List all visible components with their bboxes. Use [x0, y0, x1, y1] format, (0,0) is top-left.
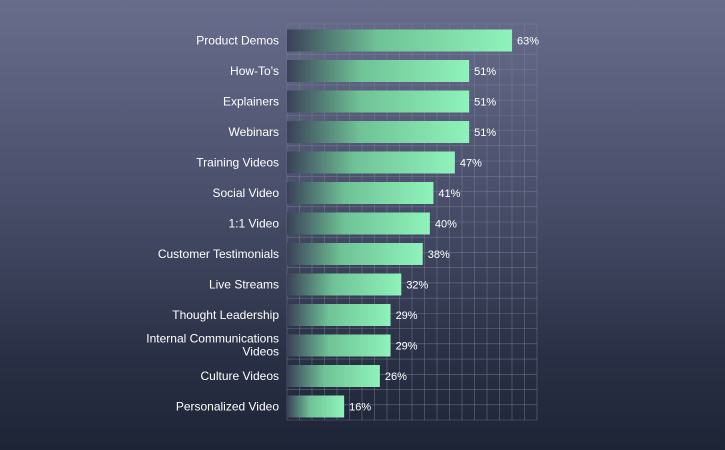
value-label: 29% [396, 341, 418, 353]
value-label: 38% [428, 249, 450, 261]
bar [287, 121, 470, 143]
bar [287, 182, 434, 204]
value-label: 26% [385, 371, 407, 383]
value-label: 32% [406, 280, 428, 292]
bar [287, 365, 380, 387]
category-label: Culture Videos [201, 369, 280, 383]
category-label: Webinars [229, 125, 279, 139]
category-label: Personalized Video [176, 400, 280, 414]
value-label: 51% [474, 127, 496, 139]
bar [287, 90, 470, 113]
value-label: 41% [438, 188, 460, 200]
value-labels: 63% 51% 51% 51% 47% 41% 40% 38% 32% 29% 29% 26% 16% [349, 36, 539, 414]
bar [287, 29, 512, 52]
category-label: Explainers [223, 95, 279, 109]
category-label: Product Demos [196, 34, 279, 48]
bar [287, 395, 345, 418]
bar [287, 334, 391, 357]
value-label: 51% [474, 66, 496, 78]
category-label: Internal Communications Videos [146, 332, 279, 359]
bar [287, 304, 391, 326]
bar [287, 212, 430, 235]
bars [287, 29, 512, 418]
bar [287, 151, 455, 174]
category-label: Customer Testimonials [158, 247, 279, 261]
category-label: Live Streams [209, 278, 279, 292]
value-label: 16% [349, 402, 371, 414]
value-label: 40% [435, 219, 457, 231]
bar [287, 60, 470, 82]
category-label: How-To's [230, 64, 279, 78]
bar [287, 273, 402, 296]
value-label: 47% [460, 158, 482, 170]
bar [287, 243, 423, 265]
value-label: 29% [396, 310, 418, 322]
value-label: 63% [517, 36, 539, 48]
value-label: 51% [474, 97, 496, 109]
category-label: Training Videos [196, 156, 279, 170]
category-label: Social Video [213, 186, 280, 200]
category-label: Thought Leadership [172, 308, 279, 322]
category-labels: Product Demos How-To's Explainers Webinars T… [146, 34, 279, 414]
category-label: 1:1 Video [229, 217, 280, 231]
